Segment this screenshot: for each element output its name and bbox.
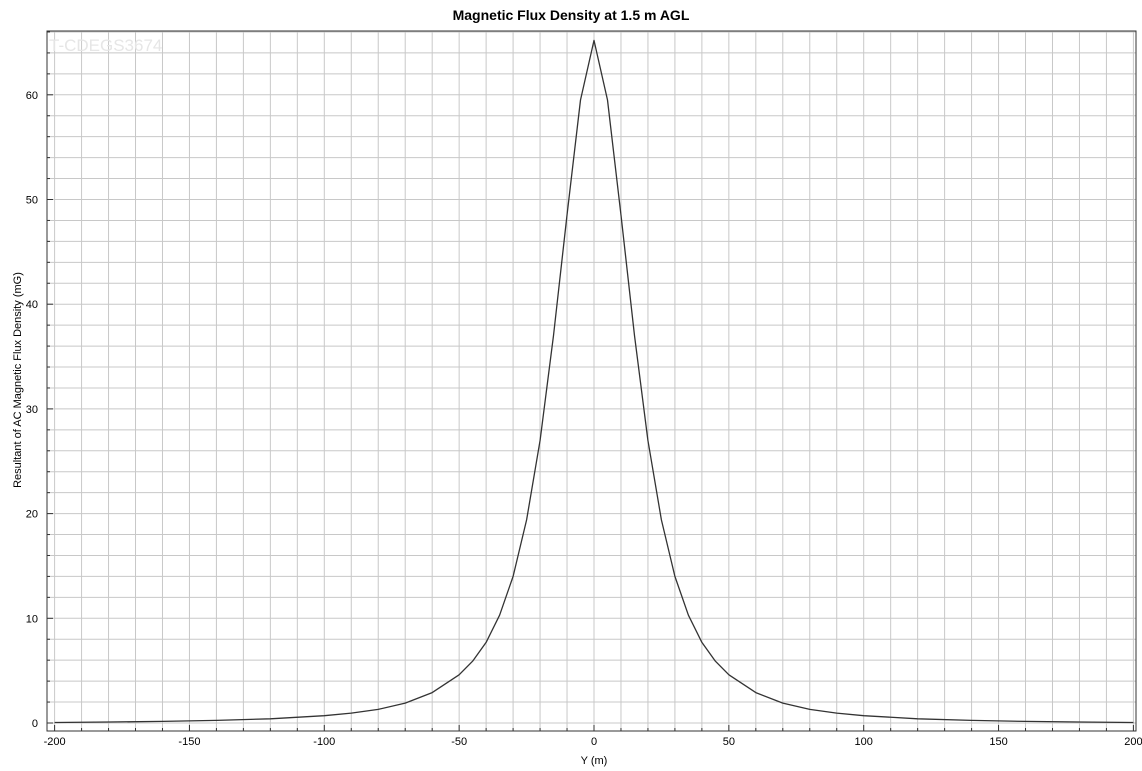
x-tick-label: -50 [451,736,467,748]
y-tick-label: 50 [26,195,38,207]
series-line [54,39,1134,724]
plot-area [47,31,1136,731]
y-tick-label: 10 [26,613,38,625]
y-tick-label: 30 [26,404,38,416]
x-tick-label: 50 [723,736,735,748]
x-tick-label: 100 [855,736,873,748]
y-tick-label: 0 [32,718,38,730]
x-tick-label: -150 [178,736,200,748]
x-tick-label: 0 [591,736,597,748]
x-tick-label: 200 [1124,736,1142,748]
x-axis-label: Y (m) [580,755,608,767]
y-tick-label: 20 [26,509,38,521]
x-tick-label: 150 [989,736,1007,748]
x-tick-label: -100 [313,736,335,748]
x-tick-label: -200 [44,736,66,748]
plot-border [46,30,1137,732]
chart-title: Magnetic Flux Density at 1.5 m AGL [452,7,690,23]
watermark-text: T-CDEGS3674 [49,36,162,55]
y-tick-label: 60 [26,90,38,102]
y-tick-label: 40 [26,299,38,311]
